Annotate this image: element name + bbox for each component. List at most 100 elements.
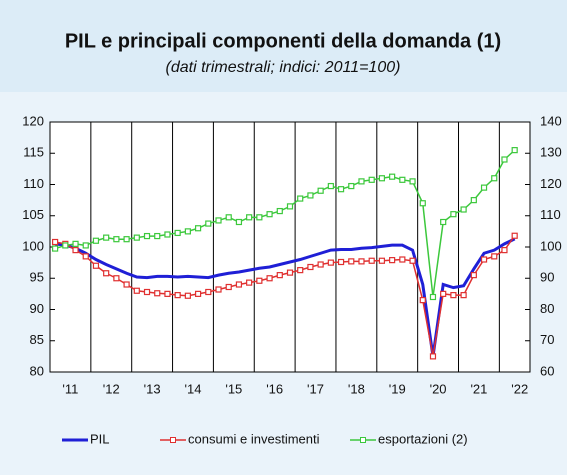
series-marker xyxy=(256,277,263,284)
series-marker xyxy=(368,176,375,183)
x-tick-label: '17 xyxy=(307,381,324,396)
series-marker xyxy=(103,270,110,277)
series-marker xyxy=(358,258,365,265)
y-tick-label: 105 xyxy=(22,207,44,222)
series-marker xyxy=(235,218,243,226)
series-line xyxy=(54,235,516,357)
series-marker xyxy=(297,267,304,274)
y2-tick-label: 130 xyxy=(540,145,562,160)
series-marker xyxy=(337,186,345,193)
series-marker xyxy=(164,290,171,297)
series-marker xyxy=(440,218,447,226)
series-marker xyxy=(276,207,283,215)
series-marker xyxy=(429,293,437,301)
series-marker xyxy=(337,258,345,266)
series-marker xyxy=(174,229,181,237)
series-marker xyxy=(368,257,375,264)
series-marker xyxy=(194,225,202,232)
x-tick-label: '12 xyxy=(103,381,120,396)
series-marker xyxy=(82,253,89,260)
series-marker xyxy=(440,290,447,297)
y2-tick-label: 100 xyxy=(540,238,562,253)
series-marker xyxy=(327,182,334,190)
series-marker xyxy=(52,238,59,246)
series-marker xyxy=(184,292,191,299)
y2-tick-label: 90 xyxy=(540,270,554,285)
x-tick-label: '22 xyxy=(511,381,528,396)
series-marker xyxy=(327,259,334,266)
series-marker xyxy=(246,279,253,286)
series-marker xyxy=(307,192,314,199)
series-marker xyxy=(184,228,191,235)
series-marker xyxy=(215,286,222,293)
series-marker xyxy=(419,297,426,304)
series-marker xyxy=(399,176,406,183)
series-marker xyxy=(164,231,171,238)
series-marker xyxy=(92,237,100,244)
series-marker xyxy=(276,272,283,279)
y2-tick-label: 120 xyxy=(540,176,562,191)
series-line xyxy=(54,149,516,298)
x-tick-label: '11 xyxy=(62,381,78,396)
series-marker xyxy=(491,253,498,260)
y-tick-label: 90 xyxy=(30,301,44,316)
legend-marker xyxy=(360,437,366,443)
series-marker xyxy=(378,175,386,182)
series-marker xyxy=(480,184,488,191)
series-marker xyxy=(225,283,232,291)
series-line xyxy=(54,237,516,357)
series-marker xyxy=(92,262,100,269)
series-marker xyxy=(389,173,396,180)
series-marker xyxy=(154,290,161,297)
series-marker xyxy=(133,234,140,241)
y-tick-label: 80 xyxy=(30,363,44,378)
series-marker xyxy=(246,214,253,221)
series-marker xyxy=(348,182,355,190)
series-marker xyxy=(480,256,488,263)
x-tick-label: '21 xyxy=(470,381,487,396)
series-marker xyxy=(82,242,89,249)
series-marker xyxy=(429,353,437,360)
y2-tick-label: 140 xyxy=(540,113,562,128)
y-tick-label: 95 xyxy=(30,270,44,285)
series-marker xyxy=(194,290,202,297)
series-marker xyxy=(286,203,294,210)
series-marker xyxy=(450,211,457,218)
series-marker xyxy=(348,258,355,265)
legend-label: esportazioni (2) xyxy=(378,431,468,446)
series-marker xyxy=(460,292,467,299)
series-marker xyxy=(205,220,212,227)
header-band xyxy=(0,0,567,92)
series-marker xyxy=(491,175,498,182)
series-marker xyxy=(143,232,151,240)
series-marker xyxy=(225,214,232,221)
series-marker xyxy=(470,197,477,204)
x-tick-label: '18 xyxy=(348,381,365,396)
y-tick-label: 110 xyxy=(23,176,44,191)
series-marker xyxy=(133,287,140,294)
series-marker xyxy=(307,263,314,271)
series-marker xyxy=(501,247,508,254)
series-marker xyxy=(399,256,406,263)
series-marker xyxy=(409,257,416,264)
series-marker xyxy=(317,187,324,194)
series-marker xyxy=(470,272,477,279)
series-marker xyxy=(72,240,79,247)
series-marker xyxy=(450,292,457,299)
series-marker xyxy=(123,281,130,288)
series-marker xyxy=(154,232,161,240)
series-marker xyxy=(113,275,120,282)
series-marker xyxy=(358,178,365,185)
series-marker xyxy=(62,242,69,249)
series-marker xyxy=(419,200,426,207)
series-marker xyxy=(215,217,222,224)
plot-area xyxy=(49,121,531,373)
series-marker xyxy=(205,288,212,296)
series-marker xyxy=(266,211,273,218)
series-marker xyxy=(297,195,304,202)
y2-tick-label: 60 xyxy=(540,363,554,378)
series-marker xyxy=(174,292,181,299)
x-tick-label: '20 xyxy=(430,381,447,396)
y2-tick-label: 110 xyxy=(540,207,561,222)
